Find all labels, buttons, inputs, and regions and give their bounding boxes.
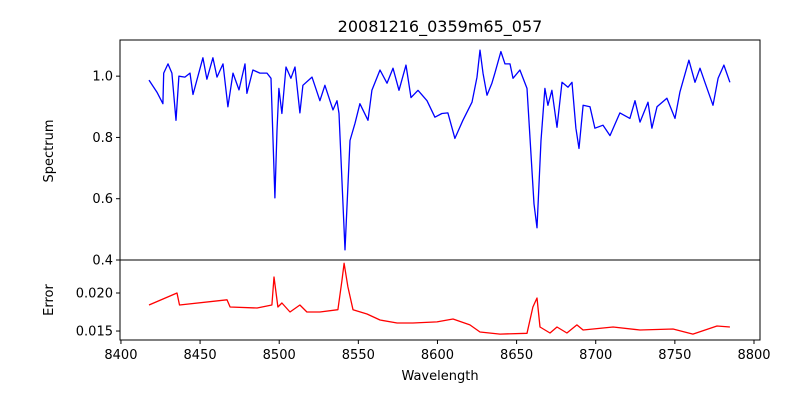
xtick-label: 8650 bbox=[500, 348, 533, 363]
chart-title: 20081216_0359m65_057 bbox=[338, 17, 543, 37]
xtick-label: 8500 bbox=[263, 348, 296, 363]
ytick-label: 0.020 bbox=[76, 287, 113, 302]
ytick-label: 0.4 bbox=[92, 254, 113, 269]
xlabel: Wavelength bbox=[401, 369, 478, 384]
xtick-label: 8600 bbox=[421, 348, 454, 363]
xtick-label: 8400 bbox=[104, 348, 137, 363]
spectrum-ylabel: Spectrum bbox=[42, 120, 57, 183]
xtick-label: 8750 bbox=[658, 348, 691, 363]
spectrum-line bbox=[148, 49, 731, 251]
xtick-label: 8450 bbox=[184, 348, 217, 363]
xtick-label: 8550 bbox=[342, 348, 375, 363]
ytick-label: 1.0 bbox=[92, 70, 113, 85]
ytick-label: 0.015 bbox=[76, 325, 113, 340]
ytick-label: 0.8 bbox=[92, 131, 113, 146]
spectrum-yticks: 0.4 0.6 0.8 1.0 bbox=[92, 70, 120, 269]
ytick-label: 0.6 bbox=[92, 192, 113, 207]
error-ylabel: Error bbox=[42, 284, 57, 316]
error-ticks: 0.015 0.020 8400 8450 8500 8550 8600 8650 8700 87… bbox=[76, 287, 771, 363]
error-line bbox=[148, 262, 730, 335]
xtick-label: 8700 bbox=[579, 348, 612, 363]
error-axes-frame bbox=[119, 259, 761, 341]
xtick-label: 8800 bbox=[737, 348, 770, 363]
